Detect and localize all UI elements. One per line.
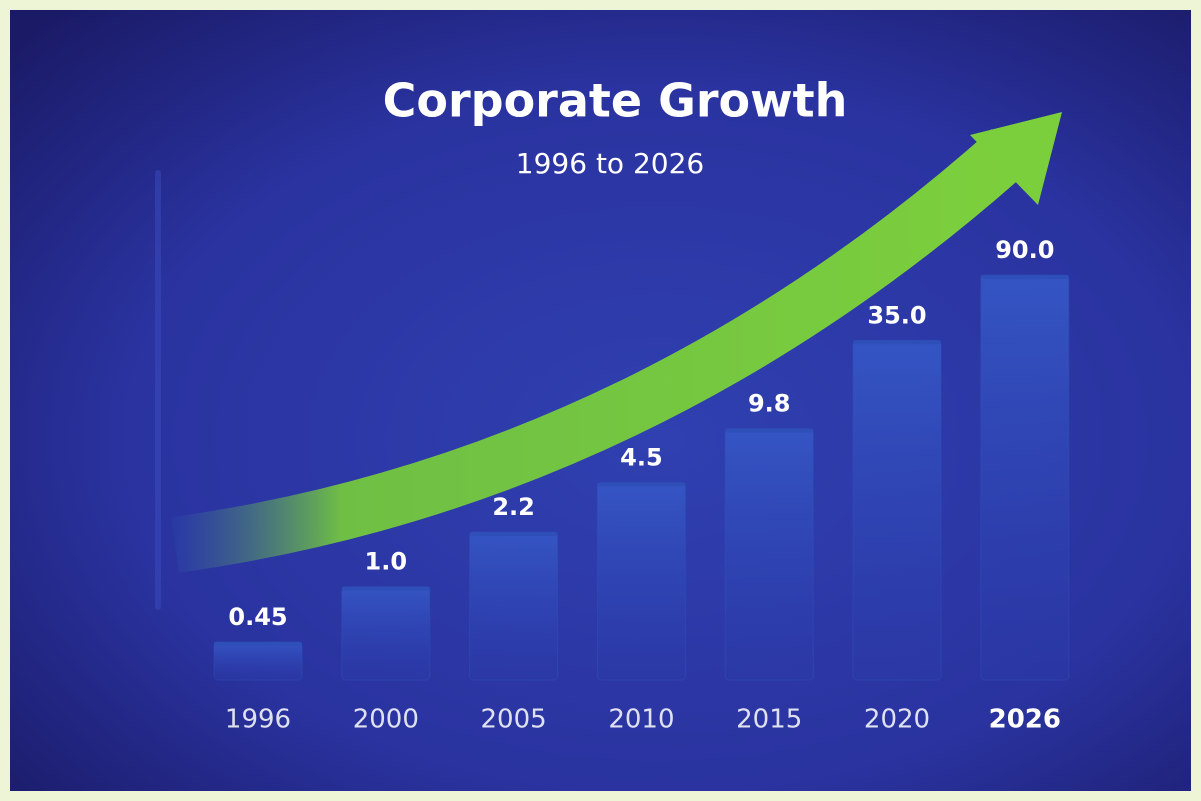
x-tick-label: 2010 bbox=[608, 705, 674, 735]
decor-line bbox=[155, 170, 161, 610]
bar bbox=[213, 641, 303, 681]
x-tick-label: 2015 bbox=[736, 705, 802, 735]
bar bbox=[980, 274, 1070, 681]
value-label: 1.0 bbox=[365, 548, 408, 576]
value-label: 9.8 bbox=[748, 390, 791, 418]
bar bbox=[852, 339, 942, 681]
bar-top bbox=[980, 275, 1069, 279]
x-tick-label: 2020 bbox=[864, 705, 930, 735]
bar-top bbox=[469, 532, 558, 537]
value-label: 2.2 bbox=[492, 493, 535, 521]
value-label: 90.0 bbox=[995, 236, 1054, 264]
arrow-head bbox=[970, 112, 1062, 205]
bar bbox=[341, 586, 431, 681]
x-tick-label: 2026 bbox=[989, 705, 1061, 735]
bar-top bbox=[725, 428, 814, 433]
bar-top bbox=[853, 340, 941, 345]
value-label: 4.5 bbox=[620, 444, 663, 472]
x-tick-label: 2005 bbox=[481, 705, 547, 735]
bar bbox=[724, 428, 814, 681]
x-tick-label: 2000 bbox=[353, 705, 419, 735]
x-tick-label: 1996 bbox=[225, 705, 291, 735]
bar-top bbox=[214, 642, 302, 646]
value-label: 35.0 bbox=[867, 301, 926, 329]
growth-arrow bbox=[171, 129, 1029, 573]
bar-top bbox=[597, 482, 686, 487]
value-label: 0.45 bbox=[228, 603, 287, 631]
bar-top bbox=[341, 586, 430, 591]
bar bbox=[469, 531, 559, 681]
bar bbox=[596, 482, 686, 681]
chart-subtitle: 1996 to 2026 bbox=[516, 147, 704, 180]
chart-title: Corporate Growth bbox=[383, 74, 848, 128]
